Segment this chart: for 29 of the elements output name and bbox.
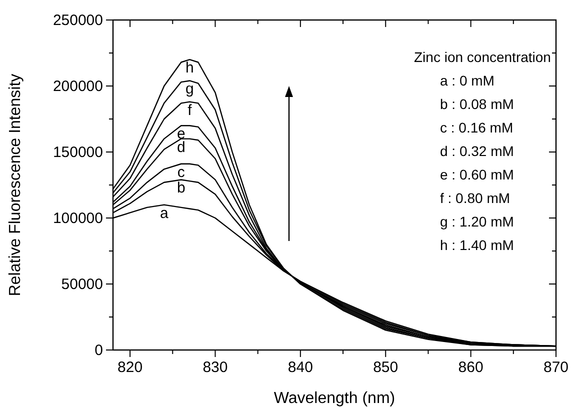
- y-tick-label: 250000: [52, 12, 103, 29]
- series-label: a: [160, 204, 169, 222]
- y-tick-label: 50000: [61, 276, 103, 293]
- x-tick-label: 830: [202, 359, 228, 376]
- series-label: b: [176, 180, 186, 197]
- annotation: d : 0.32 mM: [440, 143, 514, 159]
- series-label: c: [177, 164, 186, 181]
- x-tick-label: 840: [288, 359, 313, 376]
- y-tick-label: 100000: [52, 210, 103, 227]
- series-label: h: [186, 60, 194, 77]
- series-label: g: [186, 80, 194, 98]
- y-tick-label: 0: [94, 342, 103, 359]
- annotation: h : 1.40 mM: [440, 237, 514, 253]
- x-axis-title: Wavelength (nm): [274, 390, 396, 407]
- y-tick-label: 150000: [52, 144, 103, 161]
- annotation: e : 0.60 mM: [440, 166, 514, 182]
- annotation: Zinc ion concentration: [414, 49, 551, 65]
- annotation: g : 1.20 mM: [440, 214, 514, 230]
- x-tick-label: 820: [118, 359, 143, 376]
- y-axis-title: Relative Fluorescence Intensity: [7, 74, 24, 296]
- annotation: b : 0.08 mM: [440, 96, 514, 112]
- y-tick-label: 200000: [52, 78, 103, 95]
- annotation: f : 0.80 mM: [440, 190, 510, 206]
- x-tick-label: 860: [458, 359, 484, 376]
- annotation: a : 0 mM: [440, 72, 494, 88]
- x-tick-label: 850: [373, 359, 398, 376]
- series-label: f: [188, 102, 193, 119]
- x-tick-label: 870: [543, 359, 569, 376]
- annotation: c : 0.16 mM: [440, 120, 514, 136]
